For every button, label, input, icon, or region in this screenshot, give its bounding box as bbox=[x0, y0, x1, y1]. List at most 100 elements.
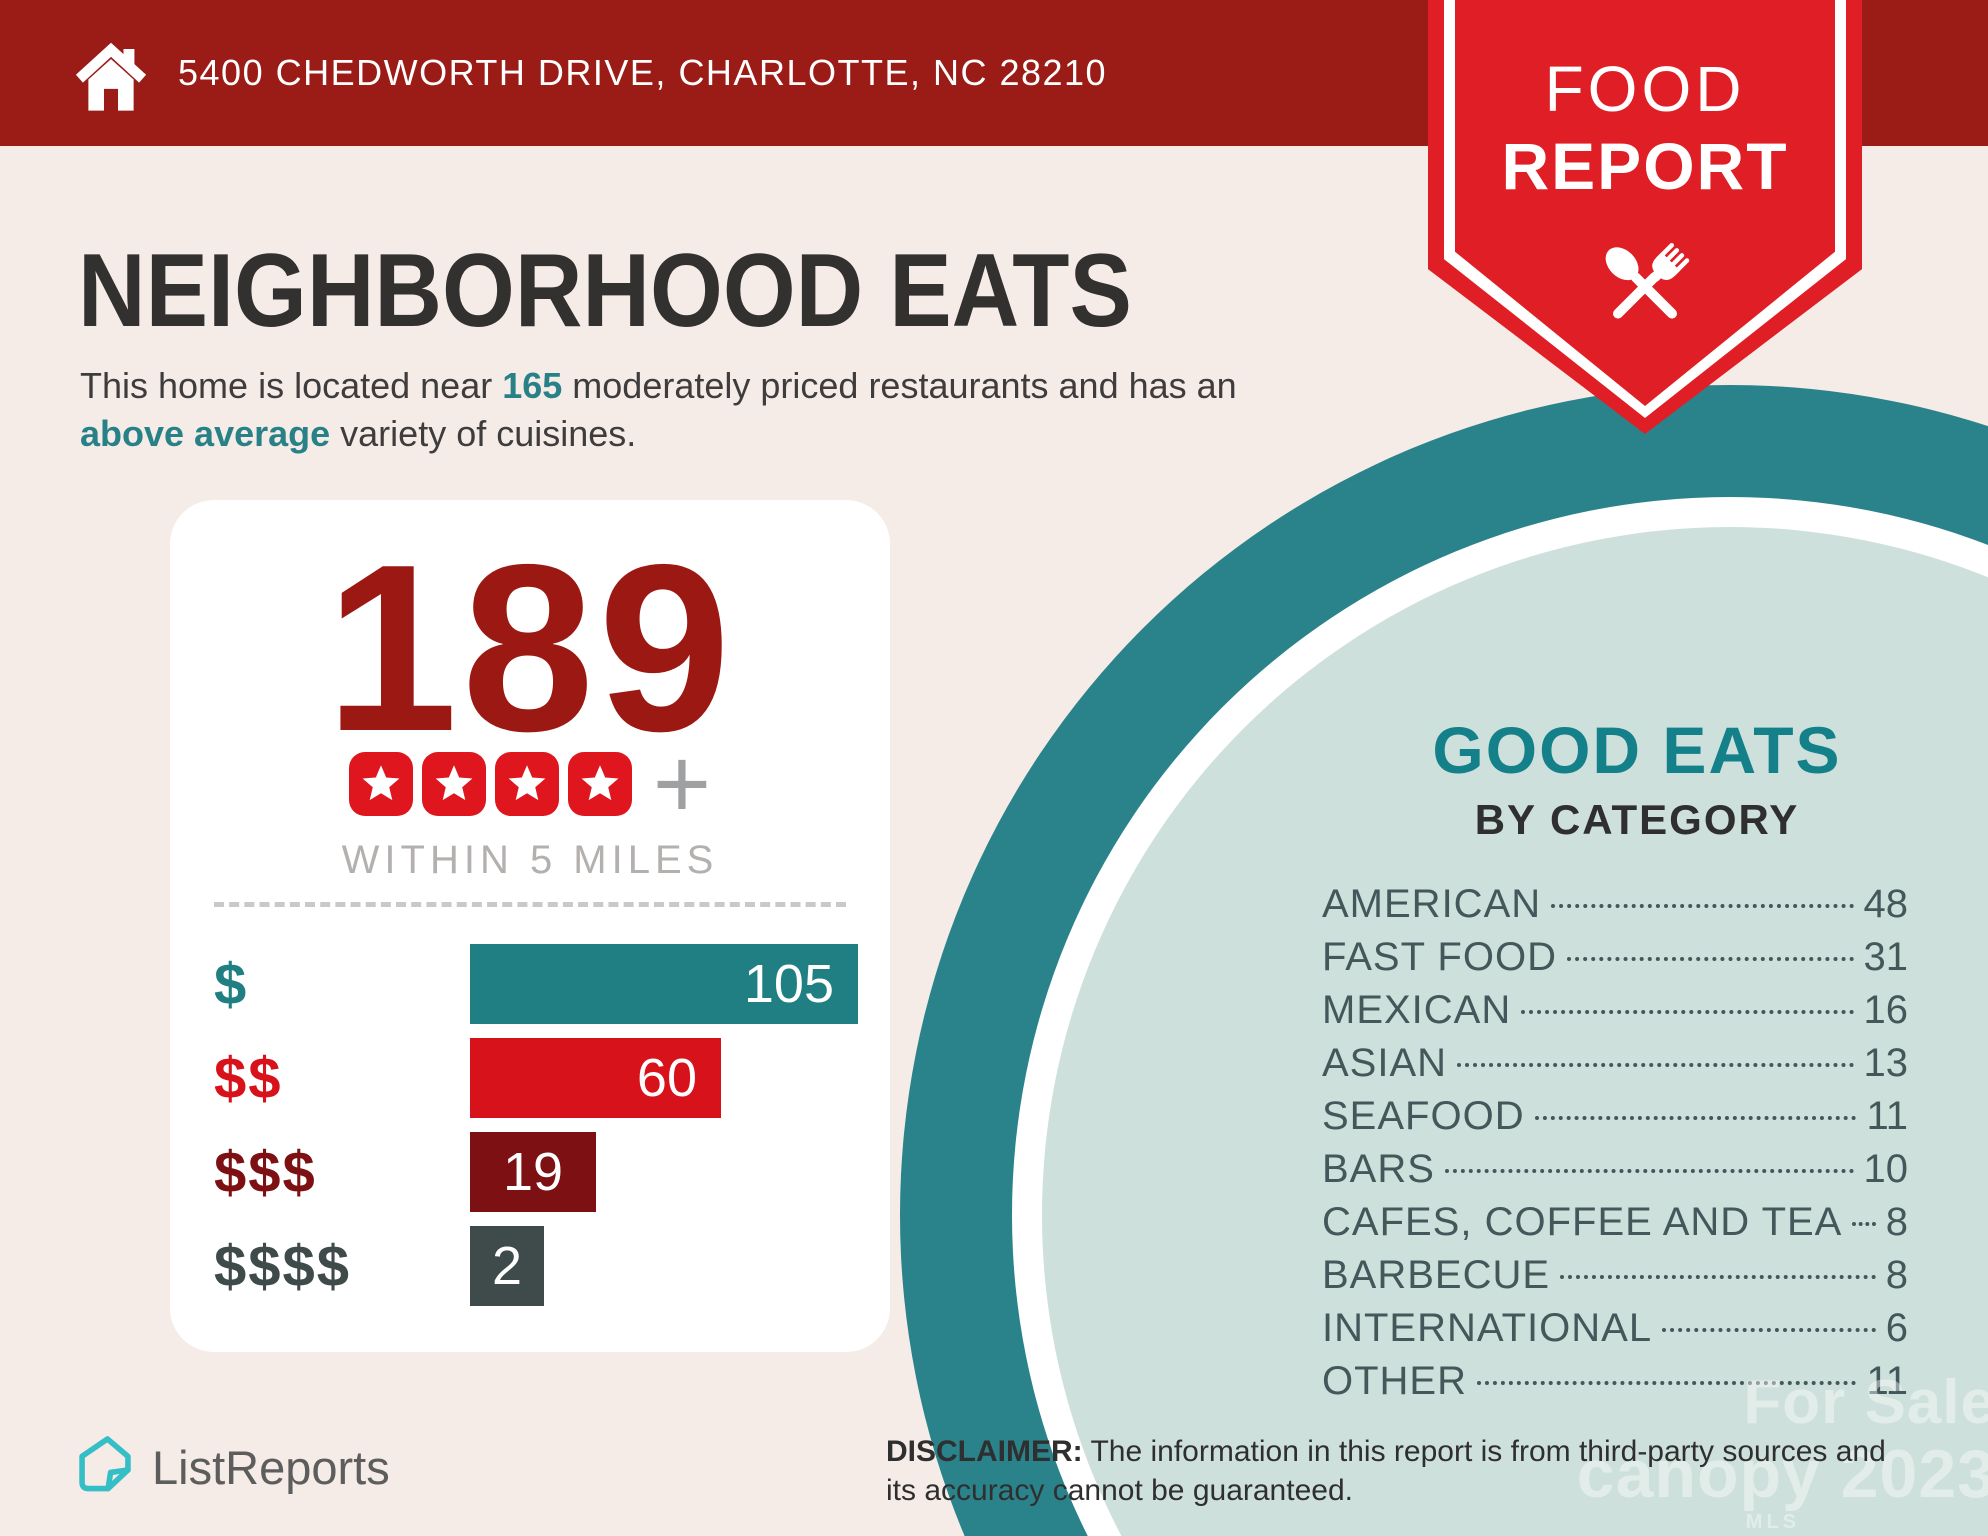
listreports-brand: ListReports bbox=[74, 1434, 390, 1501]
disclaimer: DISCLAIMER: The information in this repo… bbox=[886, 1432, 1896, 1510]
radius-label: WITHIN 5 MILES bbox=[341, 838, 719, 882]
price-bar-area: 60 bbox=[470, 1038, 858, 1118]
category-row: OTHER 11 bbox=[1322, 1359, 1908, 1403]
price-bar-value: 19 bbox=[502, 1142, 564, 1202]
category-name: MEXICAN bbox=[1322, 988, 1512, 1032]
price-bar: 105 bbox=[470, 944, 858, 1024]
dashed-divider bbox=[214, 902, 846, 907]
intro-paragraph: This home is located near 165 moderately… bbox=[80, 362, 1240, 457]
category-count: 6 bbox=[1885, 1306, 1908, 1350]
price-bar: 60 bbox=[470, 1038, 721, 1118]
variety-highlight: above average bbox=[80, 412, 331, 454]
category-name: FAST FOOD bbox=[1322, 935, 1557, 979]
listreports-wordmark: ListReports bbox=[152, 1441, 390, 1494]
category-count: 48 bbox=[1863, 882, 1909, 926]
price-bar-area: 19 bbox=[470, 1132, 858, 1212]
dotted-leader bbox=[1477, 1381, 1857, 1385]
dotted-leader bbox=[1852, 1222, 1876, 1226]
category-count: 10 bbox=[1863, 1147, 1909, 1191]
price-bar-row: $$$ 19 bbox=[214, 1132, 858, 1212]
category-name: ASIAN bbox=[1322, 1041, 1448, 1085]
price-bar-area: 105 bbox=[470, 944, 858, 1024]
price-bar-row: $105 bbox=[214, 944, 858, 1024]
listreports-logo-icon bbox=[74, 1434, 136, 1501]
page-title: NEIGHBORHOOD EATS bbox=[78, 233, 1132, 349]
price-bar-value: 2 bbox=[491, 1236, 523, 1296]
category-count: 11 bbox=[1866, 1359, 1908, 1403]
dotted-leader bbox=[1457, 1063, 1854, 1067]
category-row: ASIAN 13 bbox=[1322, 1041, 1908, 1085]
category-count: 8 bbox=[1885, 1253, 1908, 1297]
dotted-leader bbox=[1534, 1116, 1857, 1120]
price-bar-row: $$$$ 2 bbox=[214, 1226, 858, 1306]
dotted-leader bbox=[1560, 1275, 1876, 1279]
category-list: AMERICAN 48 FAST FOOD 31 MEXICAN 16 ASIAN 13 SEA… bbox=[1322, 882, 1908, 1403]
total-restaurants-count: 189 bbox=[325, 516, 735, 781]
mls-watermark: For Sale canopy 2023 MLS bbox=[1576, 1368, 1988, 1533]
ribbon-title-line2: REPORT bbox=[1501, 129, 1789, 203]
star-icon bbox=[494, 752, 559, 816]
price-bar-row: $$ 60 bbox=[214, 1038, 858, 1118]
home-icon bbox=[72, 32, 150, 116]
watermark-mls: MLS bbox=[1745, 1511, 1800, 1533]
restaurant-summary-card: 189 + WITHIN 5 MILES $105 $$ 60 $$$ 19 $$$$ 2 bbox=[170, 500, 890, 1352]
disclaimer-text: The information in this report is from t… bbox=[886, 1435, 1886, 1507]
category-row: CAFES, COFFEE AND TEA 8 bbox=[1322, 1200, 1908, 1244]
category-row: INTERNATIONAL 6 bbox=[1322, 1306, 1908, 1350]
category-count: 8 bbox=[1885, 1200, 1908, 1244]
category-row: FAST FOOD 31 bbox=[1322, 935, 1908, 979]
good-eats-subtitle: BY CATEGORY bbox=[1474, 796, 1800, 843]
star-icon bbox=[567, 752, 632, 816]
category-name: BARS bbox=[1322, 1147, 1435, 1191]
dotted-leader bbox=[1521, 1010, 1854, 1014]
price-bar-value: 105 bbox=[743, 954, 834, 1014]
category-name: SEAFOOD bbox=[1322, 1094, 1525, 1138]
ribbon-title-line1: FOOD bbox=[1544, 53, 1746, 125]
intro-text-1: This home is located near bbox=[80, 365, 503, 406]
star-icon bbox=[421, 752, 486, 816]
price-bar: 19 bbox=[470, 1132, 596, 1212]
price-bar: 2 bbox=[470, 1226, 544, 1306]
price-tier-label: $ bbox=[214, 951, 249, 1017]
category-count: 11 bbox=[1866, 1094, 1908, 1138]
good-eats-title: GOOD EATS bbox=[1432, 713, 1842, 787]
watermark-canopy-2023: canopy 2023 bbox=[1576, 1436, 1988, 1512]
category-row: SEAFOOD 11 bbox=[1322, 1094, 1908, 1138]
property-address: 5400 CHEDWORTH DRIVE, CHARLOTTE, NC 2821… bbox=[178, 52, 1108, 93]
price-tier-label: $$$ bbox=[214, 1139, 317, 1205]
restaurant-count-highlight: 165 bbox=[502, 365, 563, 406]
watermark-for-sale: For Sale bbox=[1743, 1368, 1988, 1437]
category-count: 31 bbox=[1863, 935, 1909, 979]
star-icon bbox=[348, 752, 413, 816]
plus-sign: + bbox=[652, 728, 712, 840]
category-row: AMERICAN 48 bbox=[1322, 882, 1908, 926]
food-report-ribbon: FOOD REPORT bbox=[1428, 0, 1862, 434]
category-count: 13 bbox=[1863, 1041, 1909, 1085]
dotted-leader bbox=[1444, 1169, 1854, 1173]
price-tier-label: $$ bbox=[214, 1045, 283, 1111]
category-row: MEXICAN 16 bbox=[1322, 988, 1908, 1032]
price-tier-label: $$$$ bbox=[214, 1233, 352, 1299]
category-name: BARBECUE bbox=[1322, 1253, 1551, 1297]
ribbon-content: FOOD REPORT bbox=[1428, 0, 1862, 351]
category-row: BARBECUE 8 bbox=[1322, 1253, 1908, 1297]
category-row: BARS 10 bbox=[1322, 1147, 1908, 1191]
price-bar-area: 2 bbox=[470, 1226, 858, 1306]
dotted-leader bbox=[1662, 1328, 1876, 1332]
category-name: CAFES, COFFEE AND TEA bbox=[1322, 1200, 1843, 1244]
intro-text-3: variety of cuisines. bbox=[330, 412, 637, 454]
price-bar-value: 60 bbox=[636, 1048, 697, 1108]
price-bar-chart: $105 $$ 60 $$$ 19 $$$$ 2 bbox=[214, 944, 858, 1306]
dotted-leader bbox=[1551, 904, 1854, 908]
dotted-leader bbox=[1566, 957, 1854, 961]
disclaimer-label: DISCLAIMER: bbox=[886, 1435, 1083, 1468]
good-eats-panel: GOOD EATS BY CATEGORY AMERICAN 48 FAST FOO… bbox=[1322, 712, 1908, 1403]
crossed-spoon-fork-icon bbox=[1428, 220, 1862, 351]
category-name: INTERNATIONAL bbox=[1322, 1306, 1653, 1350]
category-name: AMERICAN bbox=[1322, 882, 1542, 926]
star-rating-row: + bbox=[170, 728, 890, 840]
category-count: 16 bbox=[1863, 988, 1909, 1032]
intro-text-2: moderately priced restaurants and has an bbox=[562, 365, 1237, 406]
category-name: OTHER bbox=[1322, 1359, 1467, 1403]
